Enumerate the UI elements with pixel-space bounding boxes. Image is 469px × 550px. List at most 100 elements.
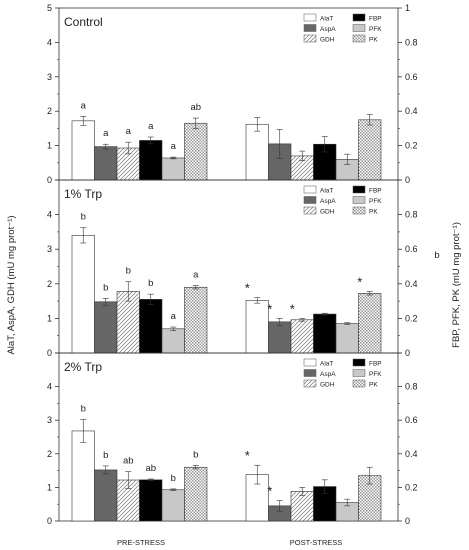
y-tick-label-left: 4 (47, 37, 52, 47)
legend-swatch (303, 24, 317, 32)
bar (161, 157, 185, 181)
bar (184, 466, 208, 522)
bar (358, 119, 382, 181)
y-tick-label-right: 0.2 (405, 313, 418, 323)
y-tick-label-right: 0.8 (405, 37, 418, 47)
y-tick-label-left: 4 (47, 382, 52, 392)
significance-letter: a (193, 270, 199, 281)
legend-label: GDH (320, 381, 335, 388)
panel-2: 0 0 1 0.2 2 0.4 3 0.6 4 0.8 1% Trp AlaT AspA GDH FBP PF… (47, 179, 418, 358)
y-tick-label-left: 0 (47, 175, 52, 185)
significance-letter: b (81, 404, 86, 415)
y-tick-label-left: 2 (47, 449, 52, 459)
bar (184, 286, 208, 354)
significance-letter: a (126, 126, 132, 137)
significance-letter: a (171, 311, 177, 322)
legend-label: FBP (369, 360, 382, 367)
significance-letter: a (171, 141, 177, 152)
legend-swatch (303, 196, 317, 204)
legend-label: AspA (320, 26, 336, 33)
legend-swatch (303, 185, 317, 194)
panel-title: Control (64, 15, 103, 29)
bar (71, 235, 95, 354)
significance-star: * (267, 484, 272, 499)
significance-letter: a (81, 100, 87, 111)
significance-letter: b (81, 212, 86, 223)
bar (71, 430, 95, 522)
legend-label: AspA (320, 371, 336, 378)
bar (358, 293, 382, 354)
panel-1: 0 0 1 0.2 2 0.4 3 0.6 4 0.8 5 1 Control AlaT AspA GDH FB… (47, 3, 418, 185)
significance-star: * (245, 448, 250, 463)
legend-label: AlaT (320, 15, 333, 22)
y-tick-label-left: 5 (47, 3, 52, 13)
y-tick-label-right: 0.4 (405, 279, 418, 289)
legend-label: AlaT (320, 187, 333, 194)
y-tick-label-left: 1 (47, 313, 52, 323)
panel-3: 0 0 1 0.2 2 0.4 3 0.6 4 0.8 2% Trp AlaT AspA GDH FBP PF… (47, 352, 418, 526)
bar (94, 469, 118, 522)
legend-swatch (352, 358, 366, 367)
legend-label: PK (369, 208, 378, 215)
legend-label: PFK (369, 26, 382, 33)
y-tick-label-right: 0.4 (405, 106, 418, 116)
legend-swatch (303, 369, 317, 377)
legend-swatch (303, 379, 317, 388)
bar (139, 140, 163, 181)
significance-letter: b (103, 450, 108, 461)
y-tick-label-right: 0.2 (405, 141, 418, 151)
bar (161, 489, 185, 522)
bar (71, 120, 95, 181)
group-label-post-stress: POST-STRESS (290, 538, 343, 547)
panels: 0 0 1 0.2 2 0.4 3 0.6 4 0.8 5 1 Control AlaT AspA GDH FB… (47, 3, 418, 526)
bar (94, 301, 118, 354)
y-axis-left-title: AlaT, AspA, GDH (mU mg prot⁻¹) (6, 215, 17, 354)
group-label-pre-stress: PRE-STRESS (117, 538, 165, 547)
bar (290, 491, 314, 522)
legend-label: PFK (369, 198, 382, 205)
legend-swatch (303, 358, 317, 367)
legend-swatch (352, 379, 366, 388)
legend-swatch (352, 369, 366, 377)
y-tick-label-right: 0.6 (405, 72, 418, 82)
legend-swatch (303, 206, 317, 215)
significance-letter: ab (123, 456, 134, 467)
legend-label: PK (369, 36, 378, 43)
y-tick-label-right: 1 (405, 3, 410, 13)
y-tick-label-left: 2 (47, 279, 52, 289)
legend-label: GDH (320, 36, 335, 43)
legend-swatch (352, 206, 366, 215)
legend-swatch (303, 13, 317, 22)
y-tick-label-left: 3 (47, 244, 52, 254)
y-tick-label-right: 0.2 (405, 482, 418, 492)
legend-swatch (352, 24, 366, 32)
y-tick-label-left: 0 (47, 348, 52, 358)
legend-swatch (352, 196, 366, 204)
bar (245, 300, 269, 354)
significance-star: * (290, 301, 295, 316)
bar (245, 123, 269, 181)
y-tick-label-left: 1 (47, 482, 52, 492)
y-tick-label-right: 0.6 (405, 415, 418, 425)
significance-letter: b (171, 473, 176, 484)
y-tick-label-right: 0.8 (405, 210, 418, 220)
bar (268, 321, 292, 354)
bar (161, 328, 185, 354)
bar (139, 479, 163, 522)
stray-label: b (434, 250, 439, 261)
significance-star: * (357, 275, 362, 290)
y-tick-label-right: 0 (405, 175, 410, 185)
y-tick-label-right: 0.4 (405, 449, 418, 459)
bar (313, 313, 337, 354)
bar (335, 323, 359, 354)
bar (94, 146, 118, 181)
bar (139, 299, 163, 354)
panel-title: 1% Trp (64, 187, 102, 201)
significance-letter: b (193, 450, 198, 461)
y-tick-label-right: 0 (405, 516, 410, 526)
significance-star: * (267, 301, 272, 316)
y-axis-right-title: FBP, PFK, PK (mU mg prot⁻¹) (451, 222, 462, 348)
bar (290, 319, 314, 354)
bar (184, 122, 208, 181)
